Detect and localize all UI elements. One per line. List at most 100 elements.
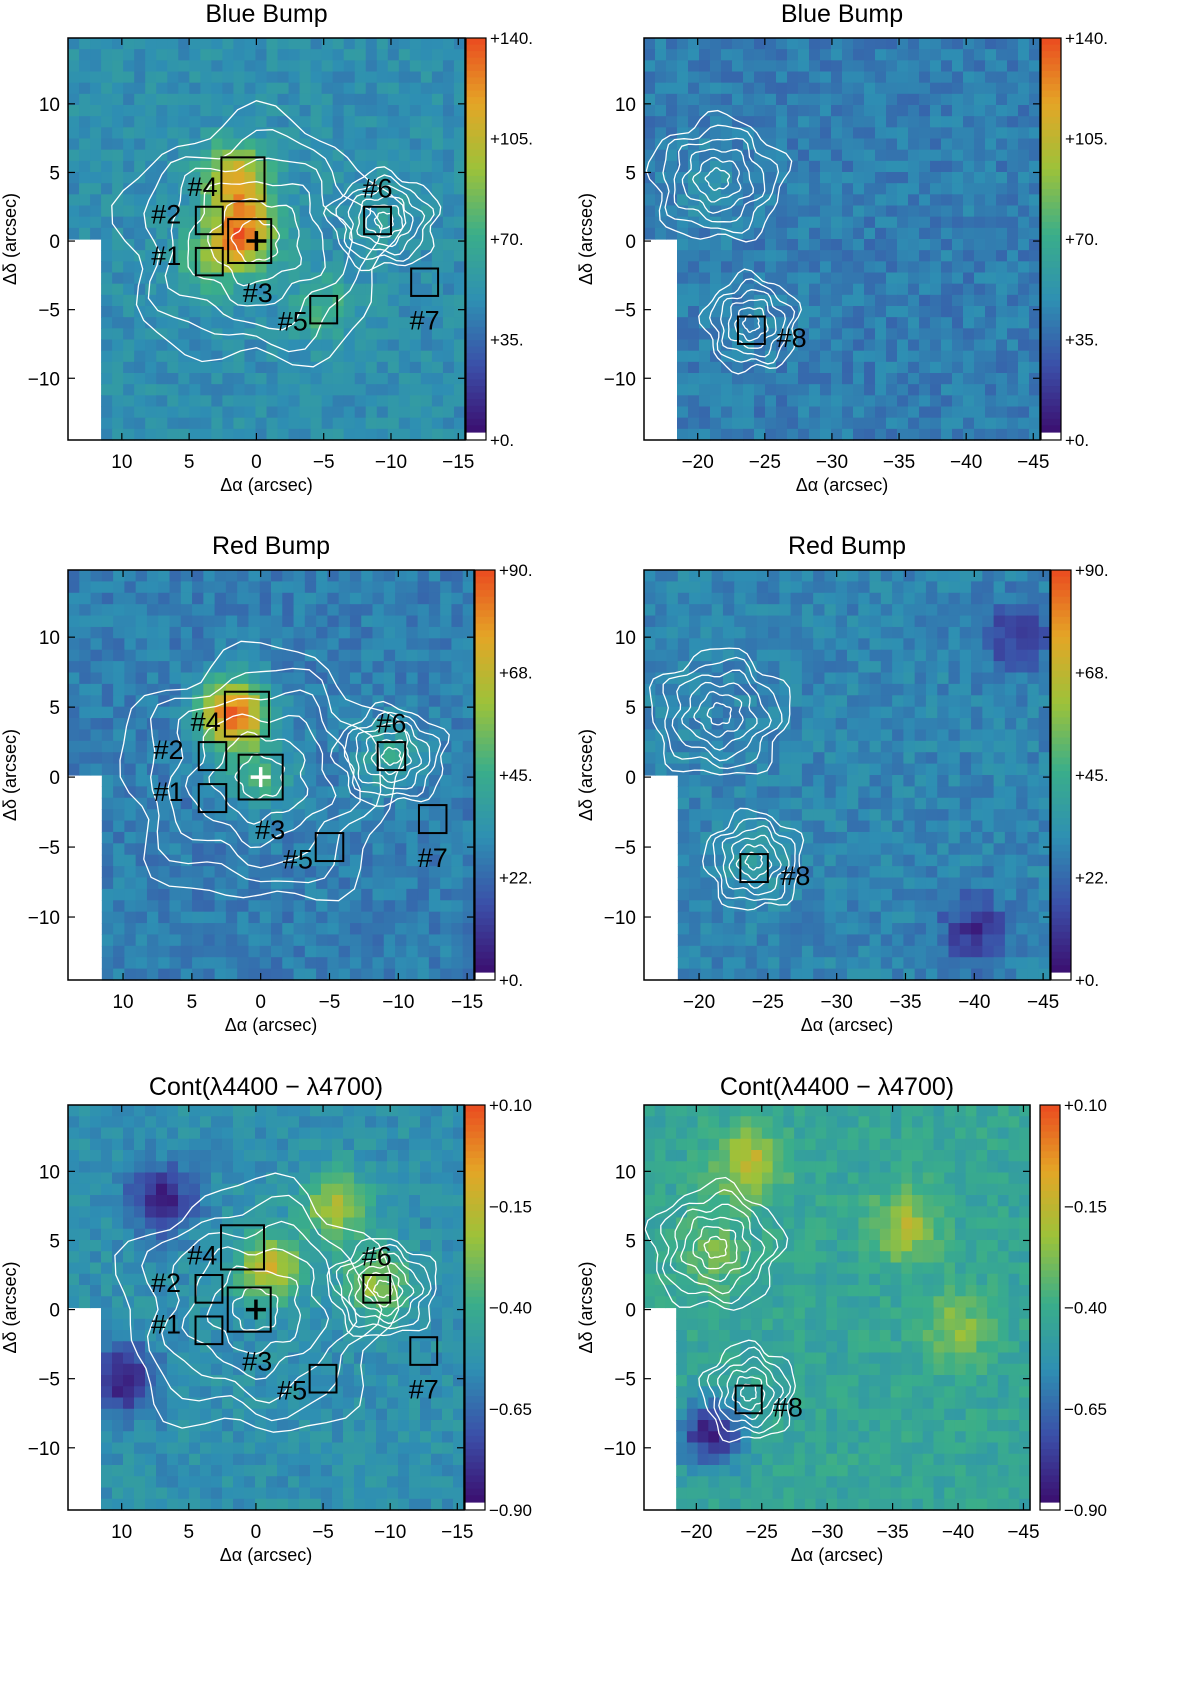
heatmap-cell (267, 395, 279, 407)
heatmap-cell (787, 206, 799, 218)
heatmap-cell (666, 217, 678, 229)
heatmap-cell (443, 228, 455, 240)
colorbar-step (1041, 255, 1061, 262)
heatmap-cell (908, 317, 920, 329)
heatmap-cell (200, 161, 212, 173)
heatmap-cell (985, 139, 997, 151)
heatmap-cell (267, 317, 279, 329)
heatmap-cell (373, 821, 385, 833)
heatmap-cell (655, 684, 667, 696)
colorbar-step (475, 610, 495, 617)
heatmap-cell (824, 843, 836, 855)
heatmap-cell (820, 239, 832, 251)
heatmap-cell (853, 340, 865, 352)
heatmap-cell (996, 261, 1008, 273)
heatmap-cell (754, 250, 766, 262)
heatmap-cell (421, 395, 433, 407)
heatmap-cell (712, 570, 724, 582)
heatmap-cell (949, 570, 961, 582)
heatmap-cell (454, 295, 466, 307)
heatmap-cell (1007, 49, 1019, 61)
heatmap-cell (926, 775, 938, 787)
heatmap-cell (327, 957, 339, 969)
heatmap-cell (1018, 407, 1030, 419)
heatmap-cell (853, 261, 865, 273)
heatmap-cell (170, 946, 182, 958)
heatmap-cell (305, 969, 317, 981)
heatmap-cell (802, 627, 814, 639)
heatmap-cell (971, 764, 983, 776)
heatmap-cell (79, 616, 91, 628)
heatmap-cell (677, 250, 689, 262)
heatmap-cell (1027, 752, 1039, 764)
heatmap-cell (355, 418, 367, 430)
heatmap-cell (809, 38, 821, 50)
heatmap-cell (260, 570, 272, 582)
heatmap-cell (361, 616, 373, 628)
heatmap-cell (875, 239, 887, 251)
heatmap-cell (820, 228, 832, 240)
heatmap-cell (881, 729, 893, 741)
heatmap-cell (688, 239, 700, 251)
heatmap-cell (454, 351, 466, 363)
heatmap-cell (644, 650, 656, 662)
heatmap-cell (831, 139, 843, 151)
heatmap-cell (102, 912, 114, 924)
heatmap-cell (399, 351, 411, 363)
heatmap-cell (996, 273, 1008, 285)
heatmap-cell (355, 116, 367, 128)
heatmap-cell (712, 809, 724, 821)
heatmap-cell (443, 418, 455, 430)
heatmap-cell (974, 284, 986, 296)
colorbar-tick-label: +0. (499, 971, 523, 990)
heatmap-cell (395, 843, 407, 855)
heatmap-cell (267, 328, 279, 340)
heatmap-cell (91, 650, 103, 662)
heatmap-cell (443, 60, 455, 72)
heatmap-cell (1039, 638, 1051, 650)
heatmap-cell (1016, 729, 1028, 741)
heatmap-cell (463, 570, 475, 582)
heatmap-cell (710, 250, 722, 262)
heatmap-cell (451, 775, 463, 787)
heatmap-cell (421, 83, 433, 95)
heatmap-cell (870, 832, 882, 844)
heatmap-cell (79, 150, 91, 162)
heatmap-cell (974, 384, 986, 396)
heatmap-cell (677, 317, 689, 329)
heatmap-cell (222, 194, 234, 206)
heatmap-cell (278, 418, 290, 430)
heatmap-cell (952, 340, 964, 352)
heatmap-cell (399, 273, 411, 285)
heatmap-cell (443, 94, 455, 106)
heatmap-cell (677, 340, 689, 352)
heatmap-cell (1027, 695, 1039, 707)
heatmap-cell (886, 206, 898, 218)
heatmap-cell (294, 832, 306, 844)
heatmap-cell (181, 604, 193, 616)
colorbar-step (475, 684, 495, 691)
heatmap-cell (278, 362, 290, 374)
heatmap-cell (886, 340, 898, 352)
heatmap-cell (864, 362, 876, 374)
heatmap-cell (90, 38, 102, 50)
heatmap-cell (233, 116, 245, 128)
heatmap-cell (322, 172, 334, 184)
heatmap-cell (791, 581, 803, 593)
heatmap-cell (776, 228, 788, 240)
heatmap-cell (233, 94, 245, 106)
heatmap-cell (798, 139, 810, 151)
heatmap-cell (842, 284, 854, 296)
heatmap-cell (842, 172, 854, 184)
heatmap-cell (123, 194, 135, 206)
heatmap-cell (271, 946, 283, 958)
heatmap-cell (260, 878, 272, 890)
colorbar-step (475, 590, 495, 597)
colorbar-step (466, 373, 486, 380)
heatmap-cell (858, 843, 870, 855)
heatmap-cell (712, 581, 724, 593)
heatmap-cell (429, 638, 441, 650)
heatmap-cell (440, 650, 452, 662)
heatmap-cell (226, 570, 238, 582)
heatmap-cell (937, 570, 949, 582)
